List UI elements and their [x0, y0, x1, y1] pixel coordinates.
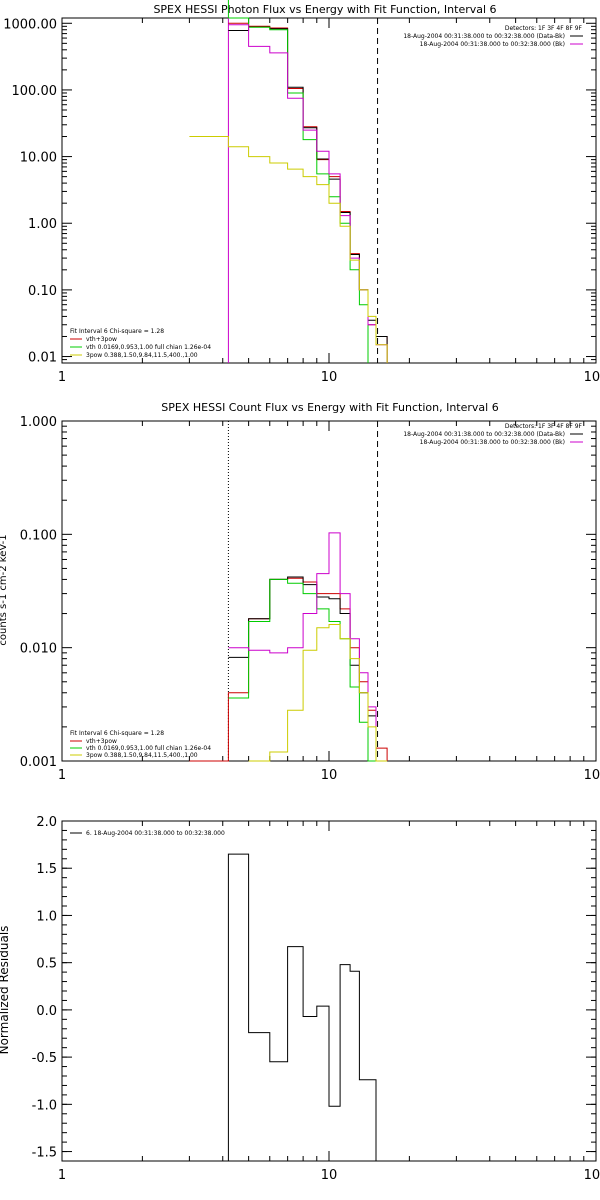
photon-legend-data-bk: 18-Aug-2004 00:31:38.000 to 00:32:38.000…	[403, 33, 565, 40]
photon-series-vth	[228, 17, 369, 363]
photon-legend-vth: vth 0.0169,0.953,1.00 full chian 1.26e-0…	[86, 344, 211, 351]
residuals-ytick-label: -1.0	[32, 1098, 57, 1113]
count-series-vth	[228, 578, 376, 762]
count-panel-title: SPEX HESSI Count Flux vs Energy with Fit…	[161, 401, 498, 414]
residuals-series	[227, 853, 377, 1161]
count-plot-frame	[61, 420, 597, 762]
photon-series-data-bk	[228, 26, 388, 363]
count-flux-panel: SPEX HESSI Count Flux vs Energy with Fit…	[0, 401, 600, 783]
count-ytick-label: 0.100	[20, 528, 57, 543]
photon-xtick-label: 1	[58, 370, 66, 385]
count-legend-vth: vth 0.0169,0.953,1.00 full chian 1.26e-0…	[86, 745, 211, 752]
count-xtick-label: 10	[321, 768, 338, 783]
photon-reference-lines	[227, 18, 379, 363]
photon-legend-bk: 18-Aug-2004 00:31:38.000 to 00:32:38.000…	[420, 41, 565, 48]
photon-ytick-label: 0.01	[28, 351, 57, 366]
photon-ytick-label: 0.10	[28, 284, 57, 299]
count-panel-ylabel: counts s-1 cm-2 keV-1	[0, 534, 9, 645]
photon-series-vth-3pow	[228, 22, 388, 363]
count-xtick-label: 1	[58, 768, 66, 783]
residuals-xtick-label: 100	[584, 1168, 600, 1183]
photon-axes: 1 10 100 0.01 0.10 1.00 10.00 100.00 1000.00	[3, 17, 600, 385]
photon-xtick-label: 100	[584, 370, 600, 385]
count-xtick-label: 100	[584, 768, 600, 783]
count-legend-bk: 18-Aug-2004 00:31:38.000 to 00:32:38.000…	[420, 439, 565, 446]
residuals-panel-ylabel: Normalized Residuals	[0, 926, 11, 1055]
photon-ytick-label: 1000.00	[3, 17, 57, 32]
photon-ytick-label: 1.00	[28, 217, 57, 232]
residuals-ytick-label: 0.5	[36, 957, 57, 972]
count-legend-top-right: Detectors: 1F 3F 4F 8F 9F 18-Aug-2004 00…	[403, 423, 583, 446]
residuals-xtick-label: 1	[58, 1168, 66, 1183]
photon-legend-bottom-left: Fit Interval 6 Chi-square = 1.28 vth+3po…	[70, 328, 211, 359]
residuals-ytick-label: -1.5	[32, 1146, 57, 1161]
residuals-ytick-label: 2.0	[36, 815, 57, 830]
count-legend-data-bk: 18-Aug-2004 00:31:38.000 to 00:32:38.000…	[403, 431, 565, 438]
count-series-3pow	[248, 624, 388, 762]
photon-legend-detectors: Detectors: 1F 3F 4F 8F 9F	[505, 25, 583, 32]
count-legend-detectors: Detectors: 1F 3F 4F 8F 9F	[505, 423, 583, 430]
residuals-ytick-label: 1.5	[36, 862, 57, 877]
photon-flux-panel: SPEX HESSI Photon Flux vs Energy with Fi…	[3, 0, 600, 385]
residuals-legend-interval: 6. 18-Aug-2004 00:31:38.000 to 00:32:38.…	[86, 830, 225, 837]
photon-ytick-label: 10.00	[20, 151, 57, 166]
photon-series	[189, 0, 388, 363]
count-series	[189, 532, 388, 762]
photon-legend-top-right: Detectors: 1F 3F 4F 8F 9F 18-Aug-2004 00…	[403, 25, 583, 48]
photon-ytick-label: 100.00	[12, 84, 58, 99]
count-ytick-label: 0.010	[20, 642, 57, 657]
photon-legend-fit: Fit Interval 6 Chi-square = 1.28	[70, 328, 164, 335]
photon-series-bk	[228, 24, 388, 363]
residuals-plot-frame	[61, 820, 597, 1162]
count-series-bk	[228, 532, 377, 761]
residuals-axes: 1 10 100 2.0 1.5 1.0 0.5 0.0 -0.5 -1.0 -1.5	[32, 815, 600, 1183]
photon-legend-3pow: 3pow 0.388,1.50,9.84,11.5,400.,1.00	[86, 352, 198, 359]
count-legend-vth3pow: vth+3pow	[86, 738, 117, 745]
residuals-legend: 6. 18-Aug-2004 00:31:38.000 to 00:32:38.…	[70, 830, 225, 837]
count-series-vth-3pow	[189, 577, 388, 762]
photon-xtick-label: 10	[321, 370, 338, 385]
residuals-xtick-label: 10	[321, 1168, 338, 1183]
residuals-panel: Normalized Residuals 1 10 100 2.0 1.5 1.0 0.5 0…	[0, 815, 600, 1183]
count-legend-bottom-left: Fit Interval 6 Chi-square = 1.28 vth+3po…	[70, 730, 211, 759]
count-legend-fit: Fit Interval 6 Chi-square = 1.28	[70, 730, 164, 737]
residuals-ytick-label: 1.0	[36, 909, 57, 924]
count-ytick-label: 1.000	[20, 415, 57, 430]
count-series-data-bk	[228, 576, 377, 761]
count-legend-3pow: 3pow 0.388,1.50,9.84,11.5,400.,1.00	[86, 752, 198, 759]
photon-panel-title: SPEX HESSI Photon Flux vs Energy with Fi…	[153, 3, 496, 16]
count-ytick-label: 0.001	[20, 755, 57, 770]
photon-series-3pow	[189, 136, 388, 363]
count-reference-lines	[227, 421, 379, 761]
residuals-series-residual	[227, 853, 377, 1161]
count-axes: 1 10 100 0.001 0.010 0.100 1.000	[20, 415, 600, 783]
residuals-ytick-label: -0.5	[32, 1051, 57, 1066]
residuals-ytick-label: 0.0	[36, 1004, 57, 1019]
photon-legend-vth3pow: vth+3pow	[86, 336, 117, 343]
